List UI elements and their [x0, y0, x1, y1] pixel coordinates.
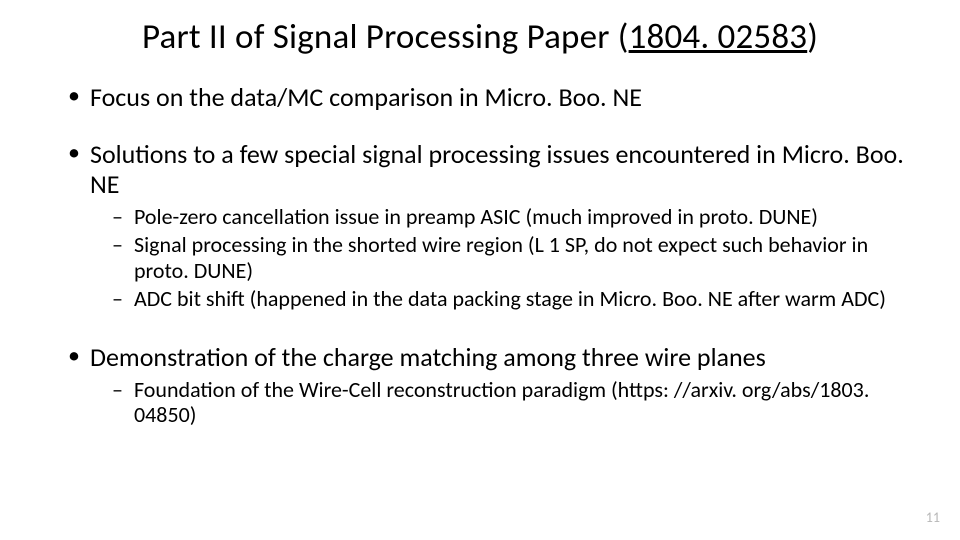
bullet-text: Focus on the data/MC comparison in Micro… — [90, 81, 642, 113]
sub-bullet-text: Pole-zero cancellation issue in preamp A… — [134, 203, 818, 230]
bullet-text: Demonstration of the charge matching amo… — [90, 341, 766, 373]
bullet-item: Solutions to a few special signal proces… — [60, 139, 912, 312]
sub-bullet-item: Foundation of the Wire-Cell reconstructi… — [108, 377, 912, 429]
sub-bullet-text: ADC bit shift (happened in the data pack… — [134, 285, 886, 312]
sub-bullet-text: Signal processing in the shorted wire re… — [134, 231, 868, 284]
slide: Part II of Signal Processing Paper (1804… — [0, 0, 960, 540]
bullet-list: Focus on the data/MC comparison in Micro… — [60, 82, 912, 428]
title-prefix: Part II of Signal Processing Paper ( — [142, 16, 629, 58]
sub-bullet-item: Signal processing in the shorted wire re… — [108, 232, 912, 284]
slide-title: Part II of Signal Processing Paper (1804… — [48, 16, 912, 58]
bullet-text: Solutions to a few special signal proces… — [90, 138, 904, 201]
bullet-item: Focus on the data/MC comparison in Micro… — [60, 82, 912, 113]
sub-bullet-item: Pole-zero cancellation issue in preamp A… — [108, 204, 912, 230]
bullet-item: Demonstration of the charge matching amo… — [60, 342, 912, 429]
sub-bullet-item: ADC bit shift (happened in the data pack… — [108, 286, 912, 312]
sub-bullet-list: Foundation of the Wire-Cell reconstructi… — [108, 377, 912, 429]
sub-bullet-list: Pole-zero cancellation issue in preamp A… — [108, 204, 912, 312]
title-link[interactable]: 1804. 02583 — [629, 16, 808, 58]
title-suffix: ) — [807, 16, 818, 58]
sub-bullet-text: Foundation of the Wire-Cell reconstructi… — [134, 376, 869, 429]
page-number: 11 — [926, 509, 940, 526]
